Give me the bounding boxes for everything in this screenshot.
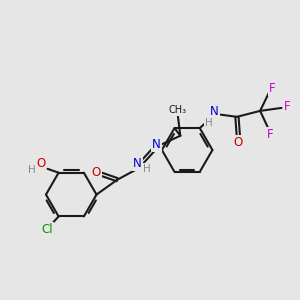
Text: O: O [234, 136, 243, 149]
Text: CH₃: CH₃ [169, 106, 187, 116]
Text: Cl: Cl [41, 223, 53, 236]
Text: N: N [133, 157, 142, 170]
Text: F: F [284, 100, 290, 113]
Text: N: N [152, 138, 161, 151]
Text: F: F [267, 128, 274, 141]
Text: F: F [269, 82, 276, 95]
Text: H: H [28, 165, 36, 175]
Text: O: O [92, 166, 101, 179]
Text: H: H [143, 164, 151, 174]
Text: O: O [36, 157, 45, 170]
Text: N: N [210, 105, 219, 118]
Text: H: H [205, 118, 213, 128]
